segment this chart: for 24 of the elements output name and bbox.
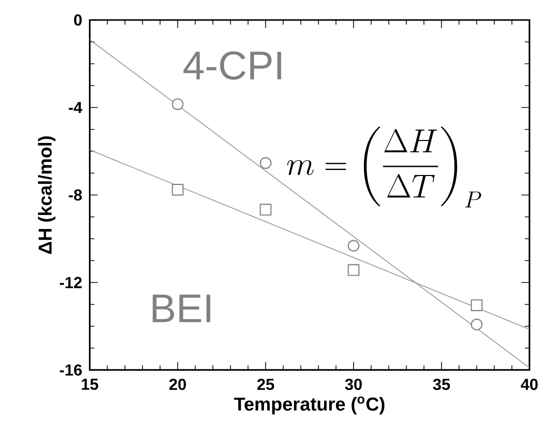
x-tick-label: 35: [433, 378, 450, 390]
y-tick-label: -4: [68, 102, 82, 113]
y-axis-title: ΔH (kcal/mol): [38, 136, 56, 254]
point: [470, 318, 483, 330]
point: [348, 240, 360, 252]
x-tick-label: 25: [257, 378, 274, 390]
y-tick-label: -8: [68, 189, 82, 201]
x-tick-label: 15: [82, 378, 98, 390]
x-tick-label: 30: [345, 378, 362, 390]
point: [348, 264, 360, 276]
y-tick-label: -12: [60, 276, 82, 288]
x-axis-title: Temperature ($^{o}$C): [234, 396, 384, 414]
series-label: 4-CPI: [183, 51, 282, 80]
point: [470, 299, 483, 312]
y-tick-label: 0: [74, 14, 82, 26]
text: BEI: [152, 294, 210, 322]
y-tick-label: -16: [60, 364, 82, 376]
x-tick-label: 20: [169, 378, 186, 390]
point: [260, 204, 272, 216]
x-tick-label: 40: [520, 378, 538, 390]
point: [260, 157, 272, 169]
point: [172, 184, 184, 196]
annotation: $m = \left(\frac{\Delta H}{\Delta T}\right)_P$: [287, 126, 482, 208]
point: [172, 98, 184, 110]
